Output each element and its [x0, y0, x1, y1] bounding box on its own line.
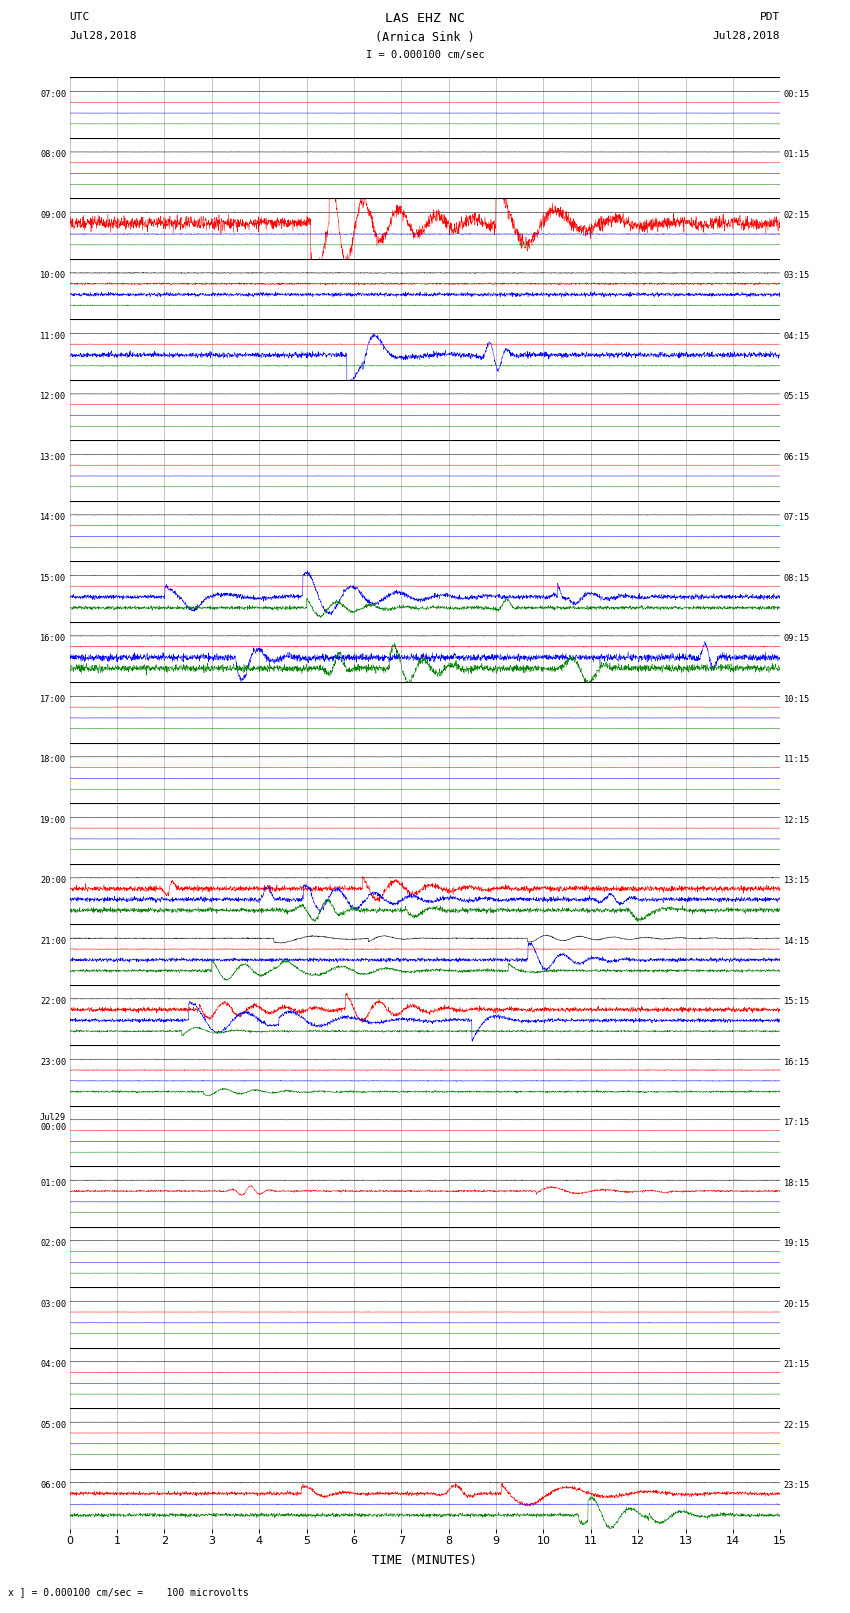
Text: 19:15: 19:15 [784, 1239, 810, 1248]
Text: 14:15: 14:15 [784, 937, 810, 945]
Text: 05:15: 05:15 [784, 392, 810, 402]
Text: PDT: PDT [760, 11, 780, 21]
Text: 19:00: 19:00 [40, 816, 66, 824]
Text: 10:15: 10:15 [784, 695, 810, 703]
Text: x ] = 0.000100 cm/sec =    100 microvolts: x ] = 0.000100 cm/sec = 100 microvolts [8, 1587, 249, 1597]
Text: 22:00: 22:00 [40, 997, 66, 1007]
Text: Jul29
00:00: Jul29 00:00 [40, 1113, 66, 1132]
Text: 17:00: 17:00 [40, 695, 66, 703]
Text: 03:15: 03:15 [784, 271, 810, 281]
Text: 11:00: 11:00 [40, 332, 66, 340]
Text: 01:00: 01:00 [40, 1179, 66, 1187]
Text: 12:15: 12:15 [784, 816, 810, 824]
Text: 00:15: 00:15 [784, 90, 810, 98]
Text: 09:15: 09:15 [784, 634, 810, 644]
Text: UTC: UTC [70, 11, 90, 21]
Text: 08:15: 08:15 [784, 574, 810, 582]
Text: 18:00: 18:00 [40, 755, 66, 765]
Text: I = 0.000100 cm/sec: I = 0.000100 cm/sec [366, 50, 484, 60]
Text: 17:15: 17:15 [784, 1118, 810, 1127]
Text: Jul28,2018: Jul28,2018 [70, 31, 137, 40]
Text: 16:00: 16:00 [40, 634, 66, 644]
Text: 18:15: 18:15 [784, 1179, 810, 1187]
Text: 01:15: 01:15 [784, 150, 810, 160]
Text: 04:00: 04:00 [40, 1360, 66, 1369]
Text: 23:15: 23:15 [784, 1481, 810, 1490]
Text: 08:00: 08:00 [40, 150, 66, 160]
Text: 02:00: 02:00 [40, 1239, 66, 1248]
Text: 14:00: 14:00 [40, 513, 66, 523]
Text: 21:15: 21:15 [784, 1360, 810, 1369]
Text: 03:00: 03:00 [40, 1300, 66, 1308]
Text: 20:00: 20:00 [40, 876, 66, 886]
Text: 06:15: 06:15 [784, 453, 810, 461]
Text: 07:15: 07:15 [784, 513, 810, 523]
Text: 05:00: 05:00 [40, 1421, 66, 1429]
Text: 13:15: 13:15 [784, 876, 810, 886]
X-axis label: TIME (MINUTES): TIME (MINUTES) [372, 1555, 478, 1568]
Text: 13:00: 13:00 [40, 453, 66, 461]
Text: 06:00: 06:00 [40, 1481, 66, 1490]
Text: 02:15: 02:15 [784, 211, 810, 219]
Text: 11:15: 11:15 [784, 755, 810, 765]
Text: 04:15: 04:15 [784, 332, 810, 340]
Text: 23:00: 23:00 [40, 1058, 66, 1066]
Text: 16:15: 16:15 [784, 1058, 810, 1066]
Text: LAS EHZ NC: LAS EHZ NC [385, 11, 465, 24]
Text: 20:15: 20:15 [784, 1300, 810, 1308]
Text: 07:00: 07:00 [40, 90, 66, 98]
Text: 10:00: 10:00 [40, 271, 66, 281]
Text: 22:15: 22:15 [784, 1421, 810, 1429]
Text: 15:00: 15:00 [40, 574, 66, 582]
Text: (Arnica Sink ): (Arnica Sink ) [375, 31, 475, 44]
Text: 09:00: 09:00 [40, 211, 66, 219]
Text: 15:15: 15:15 [784, 997, 810, 1007]
Text: 12:00: 12:00 [40, 392, 66, 402]
Text: Jul28,2018: Jul28,2018 [713, 31, 780, 40]
Text: 21:00: 21:00 [40, 937, 66, 945]
